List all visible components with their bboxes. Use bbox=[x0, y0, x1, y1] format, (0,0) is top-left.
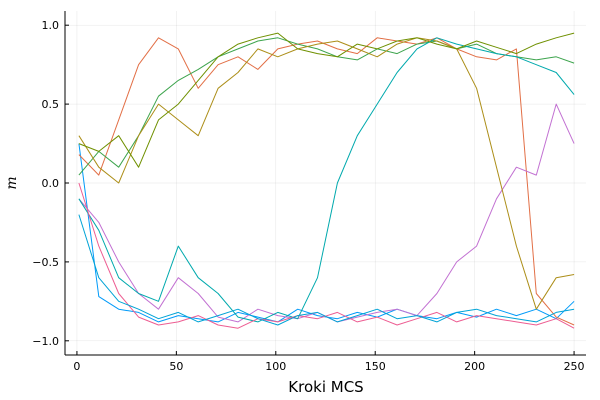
x-tick-label: 200 bbox=[464, 360, 485, 373]
grid bbox=[65, 11, 586, 355]
series-line-8 bbox=[78, 32, 575, 168]
x-tick-label: 100 bbox=[265, 360, 286, 373]
x-axis-title: Kroki MCS bbox=[288, 378, 363, 396]
series-line-9 bbox=[78, 214, 575, 326]
series-line-6 bbox=[78, 37, 575, 323]
y-tick-label: 1.0 bbox=[42, 19, 60, 32]
y-tick-label: −1.0 bbox=[32, 335, 59, 348]
x-tick-label: 50 bbox=[169, 360, 183, 373]
tick-labels: 0 50 100 150 200 250 −1.0 −0.5 0.0 0.5 1.0 bbox=[32, 19, 584, 373]
series-line-7 bbox=[78, 182, 575, 329]
x-tick-label: 0 bbox=[73, 360, 80, 373]
axes bbox=[64, 11, 586, 356]
y-tick-label: −0.5 bbox=[32, 256, 59, 269]
x-tick-label: 150 bbox=[365, 360, 386, 373]
series-layer bbox=[78, 32, 575, 329]
series-line-5 bbox=[78, 37, 575, 310]
y-tick-label: 0.5 bbox=[42, 98, 60, 111]
series-line-2 bbox=[78, 37, 575, 326]
x-tick-label: 250 bbox=[564, 360, 585, 373]
y-tick-label: 0.0 bbox=[42, 177, 60, 190]
series-line-3 bbox=[78, 37, 575, 176]
y-axis-title: m bbox=[4, 176, 20, 189]
